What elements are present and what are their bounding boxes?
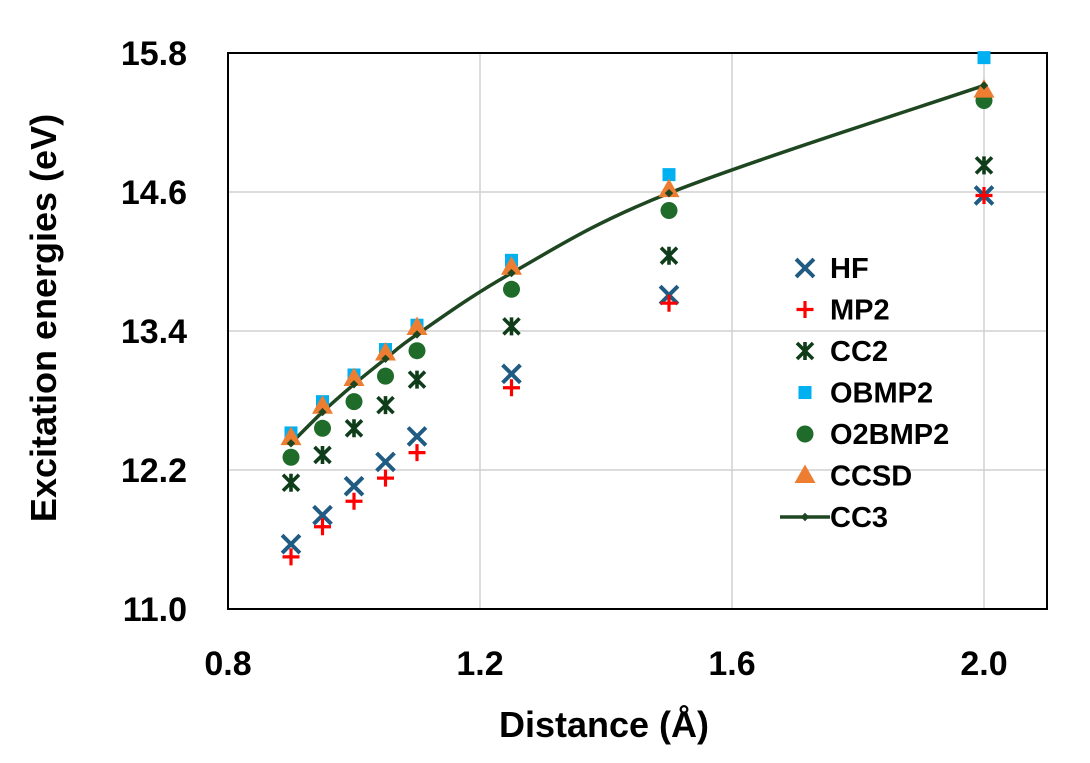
- point-cc3: [318, 407, 327, 417]
- point-cc2: [313, 445, 332, 465]
- point-ccsd: [406, 316, 428, 336]
- legend-label: O2BMP2: [830, 419, 949, 451]
- legend-marker: [794, 464, 816, 483]
- legend-item-cc3: CC3: [780, 502, 888, 534]
- point-cc3: [286, 439, 296, 448]
- x-tick-label: 2.0: [960, 645, 1007, 683]
- legend-marker: [798, 386, 812, 399]
- point-cc2: [502, 317, 521, 336]
- legend-label: MP2: [830, 295, 890, 327]
- x-tick-label: 1.6: [708, 645, 755, 683]
- y-tick-label: 12.2: [121, 452, 187, 490]
- point-o2bmp2: [660, 202, 678, 220]
- legend-item-ccsd: CCSD: [794, 461, 912, 493]
- point-hf: [406, 426, 428, 447]
- point-ccsd: [280, 426, 302, 446]
- point-hf: [280, 533, 302, 555]
- point-o2bmp2: [377, 367, 394, 385]
- legend-label: CCSD: [830, 461, 912, 493]
- legend-marker: [795, 341, 815, 361]
- point-cc2: [344, 419, 364, 438]
- point-cc3: [412, 330, 422, 339]
- point-o2bmp2: [345, 393, 363, 411]
- legend-marker: [800, 512, 810, 522]
- y-axis-title: Excitation energies (eV): [23, 114, 64, 522]
- point-mp2: [975, 186, 993, 204]
- x-axis-title: Distance (Å): [499, 704, 709, 745]
- y-tick-label: 15.8: [121, 35, 187, 73]
- point-cc3: [349, 380, 359, 389]
- plot-area: [227, 52, 1048, 610]
- point-mp2: [345, 492, 363, 510]
- point-mp2: [503, 379, 520, 397]
- point-cc3: [664, 188, 674, 198]
- point-cc3: [507, 268, 516, 278]
- point-o2bmp2: [282, 448, 300, 466]
- cc3-line: [289, 83, 985, 445]
- legend-item-obmp2: OBMP2: [798, 378, 933, 410]
- point-ccsd: [312, 395, 333, 414]
- point-ccsd: [501, 256, 522, 275]
- legend-label: HF: [830, 253, 869, 285]
- legend-label: OBMP2: [830, 378, 933, 410]
- point-obmp2: [977, 51, 991, 65]
- point-ccsd: [658, 178, 680, 198]
- legend-marker: [794, 257, 816, 279]
- legend: HF MP2 CC2 OBMP2 O2BMP2 CCSD CC3: [780, 253, 949, 534]
- point-hf: [375, 451, 396, 473]
- point-cc2: [407, 370, 427, 389]
- x-tick-label: 1.2: [456, 645, 503, 683]
- legend-marker: [796, 425, 814, 443]
- y-tick-label: 11.0: [123, 591, 187, 629]
- x-axis-ticks: 0.8 1.2 1.6 2.0: [204, 645, 1007, 683]
- point-cc3: [381, 354, 390, 363]
- point-mp2: [377, 469, 394, 487]
- markers: [280, 51, 995, 566]
- x-tick-label: 0.8: [204, 645, 251, 683]
- point-obmp2: [662, 168, 676, 182]
- point-mp2: [314, 518, 331, 536]
- legend-item-hf: HF: [794, 253, 869, 285]
- y-tick-label: 14.6: [121, 174, 187, 212]
- legend-item-o2bmp2: O2BMP2: [796, 419, 949, 451]
- legend-label: CC2: [830, 336, 888, 368]
- point-hf: [501, 363, 522, 385]
- point-cc2: [281, 473, 301, 493]
- point-o2bmp2: [408, 342, 426, 360]
- point-cc3: [979, 81, 989, 90]
- point-o2bmp2: [503, 280, 520, 298]
- point-ccsd: [375, 342, 396, 361]
- point-hf: [312, 504, 333, 526]
- point-cc2: [659, 246, 679, 265]
- point-mp2: [660, 294, 678, 312]
- legend-item-mp2: MP2: [796, 295, 890, 327]
- point-mp2: [282, 548, 300, 566]
- legend-item-cc2: CC2: [795, 336, 888, 368]
- point-hf: [343, 475, 365, 497]
- point-o2bmp2: [314, 419, 331, 437]
- legend-marker: [796, 301, 814, 318]
- cc3-line-layer: [289, 83, 985, 445]
- y-axis-ticks: 11.0 12.2 13.4 14.6 15.8: [121, 35, 187, 629]
- point-ccsd: [343, 367, 365, 386]
- legend-label: CC3: [830, 502, 888, 534]
- y-tick-label: 13.4: [121, 313, 187, 351]
- point-cc2: [376, 395, 395, 415]
- point-cc2: [974, 156, 994, 175]
- point-mp2: [408, 444, 426, 462]
